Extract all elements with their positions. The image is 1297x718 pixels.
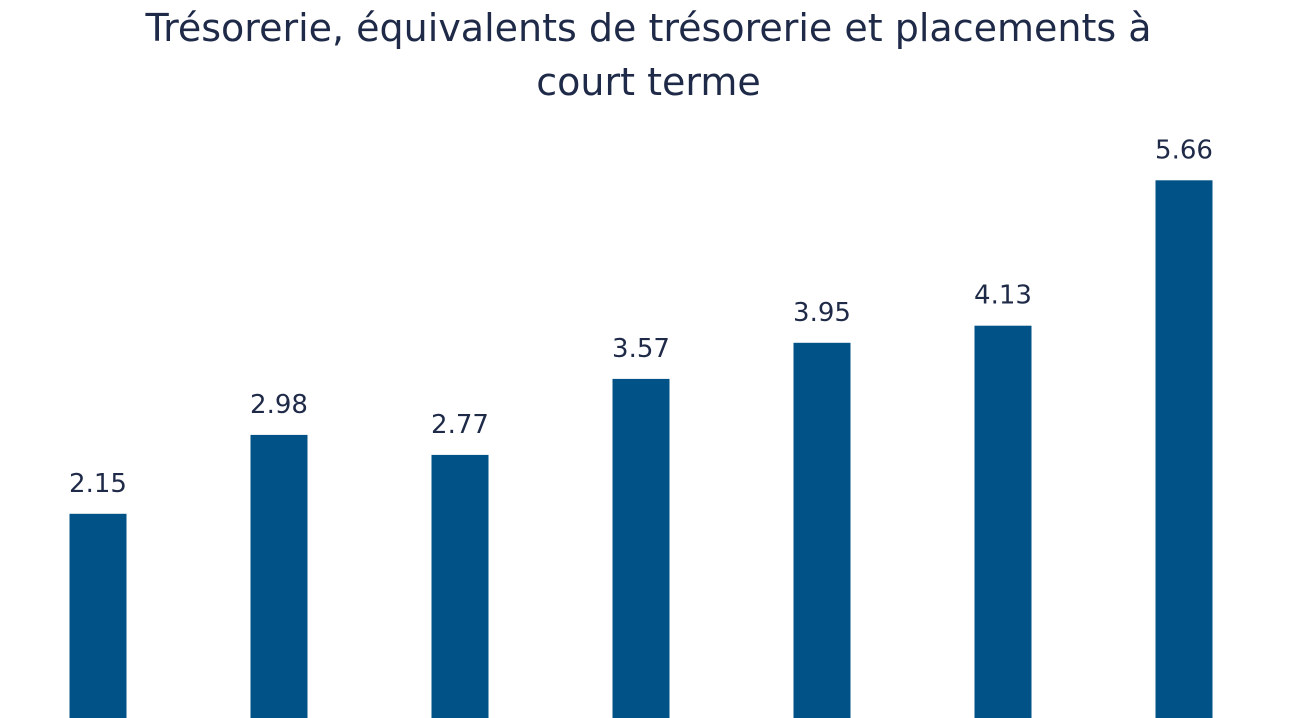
bar-1 xyxy=(69,513,127,718)
bars-group xyxy=(69,180,1213,718)
chart-title-wrapper: Trésorerie, équivalents de trésorerie et… xyxy=(0,0,1297,110)
data-labels-group: 2.15 2.98 2.77 3.57 3.95 4.13 5.66 xyxy=(69,135,1213,499)
bar-3 xyxy=(431,454,489,718)
bar-5 xyxy=(793,342,851,718)
data-label-1: 2.15 xyxy=(69,469,127,499)
data-label-2: 2.98 xyxy=(250,390,308,420)
bar-6 xyxy=(974,325,1032,718)
bar-2 xyxy=(250,434,308,718)
bar-7 xyxy=(1155,180,1213,718)
bar-4 xyxy=(612,378,670,718)
chart-title: Trésorerie, équivalents de trésorerie et… xyxy=(145,6,1152,104)
data-label-6: 4.13 xyxy=(974,281,1032,311)
data-label-3: 2.77 xyxy=(431,410,489,440)
data-label-5: 3.95 xyxy=(793,298,851,328)
data-label-4: 3.57 xyxy=(612,334,670,364)
data-label-7: 5.66 xyxy=(1155,135,1213,165)
